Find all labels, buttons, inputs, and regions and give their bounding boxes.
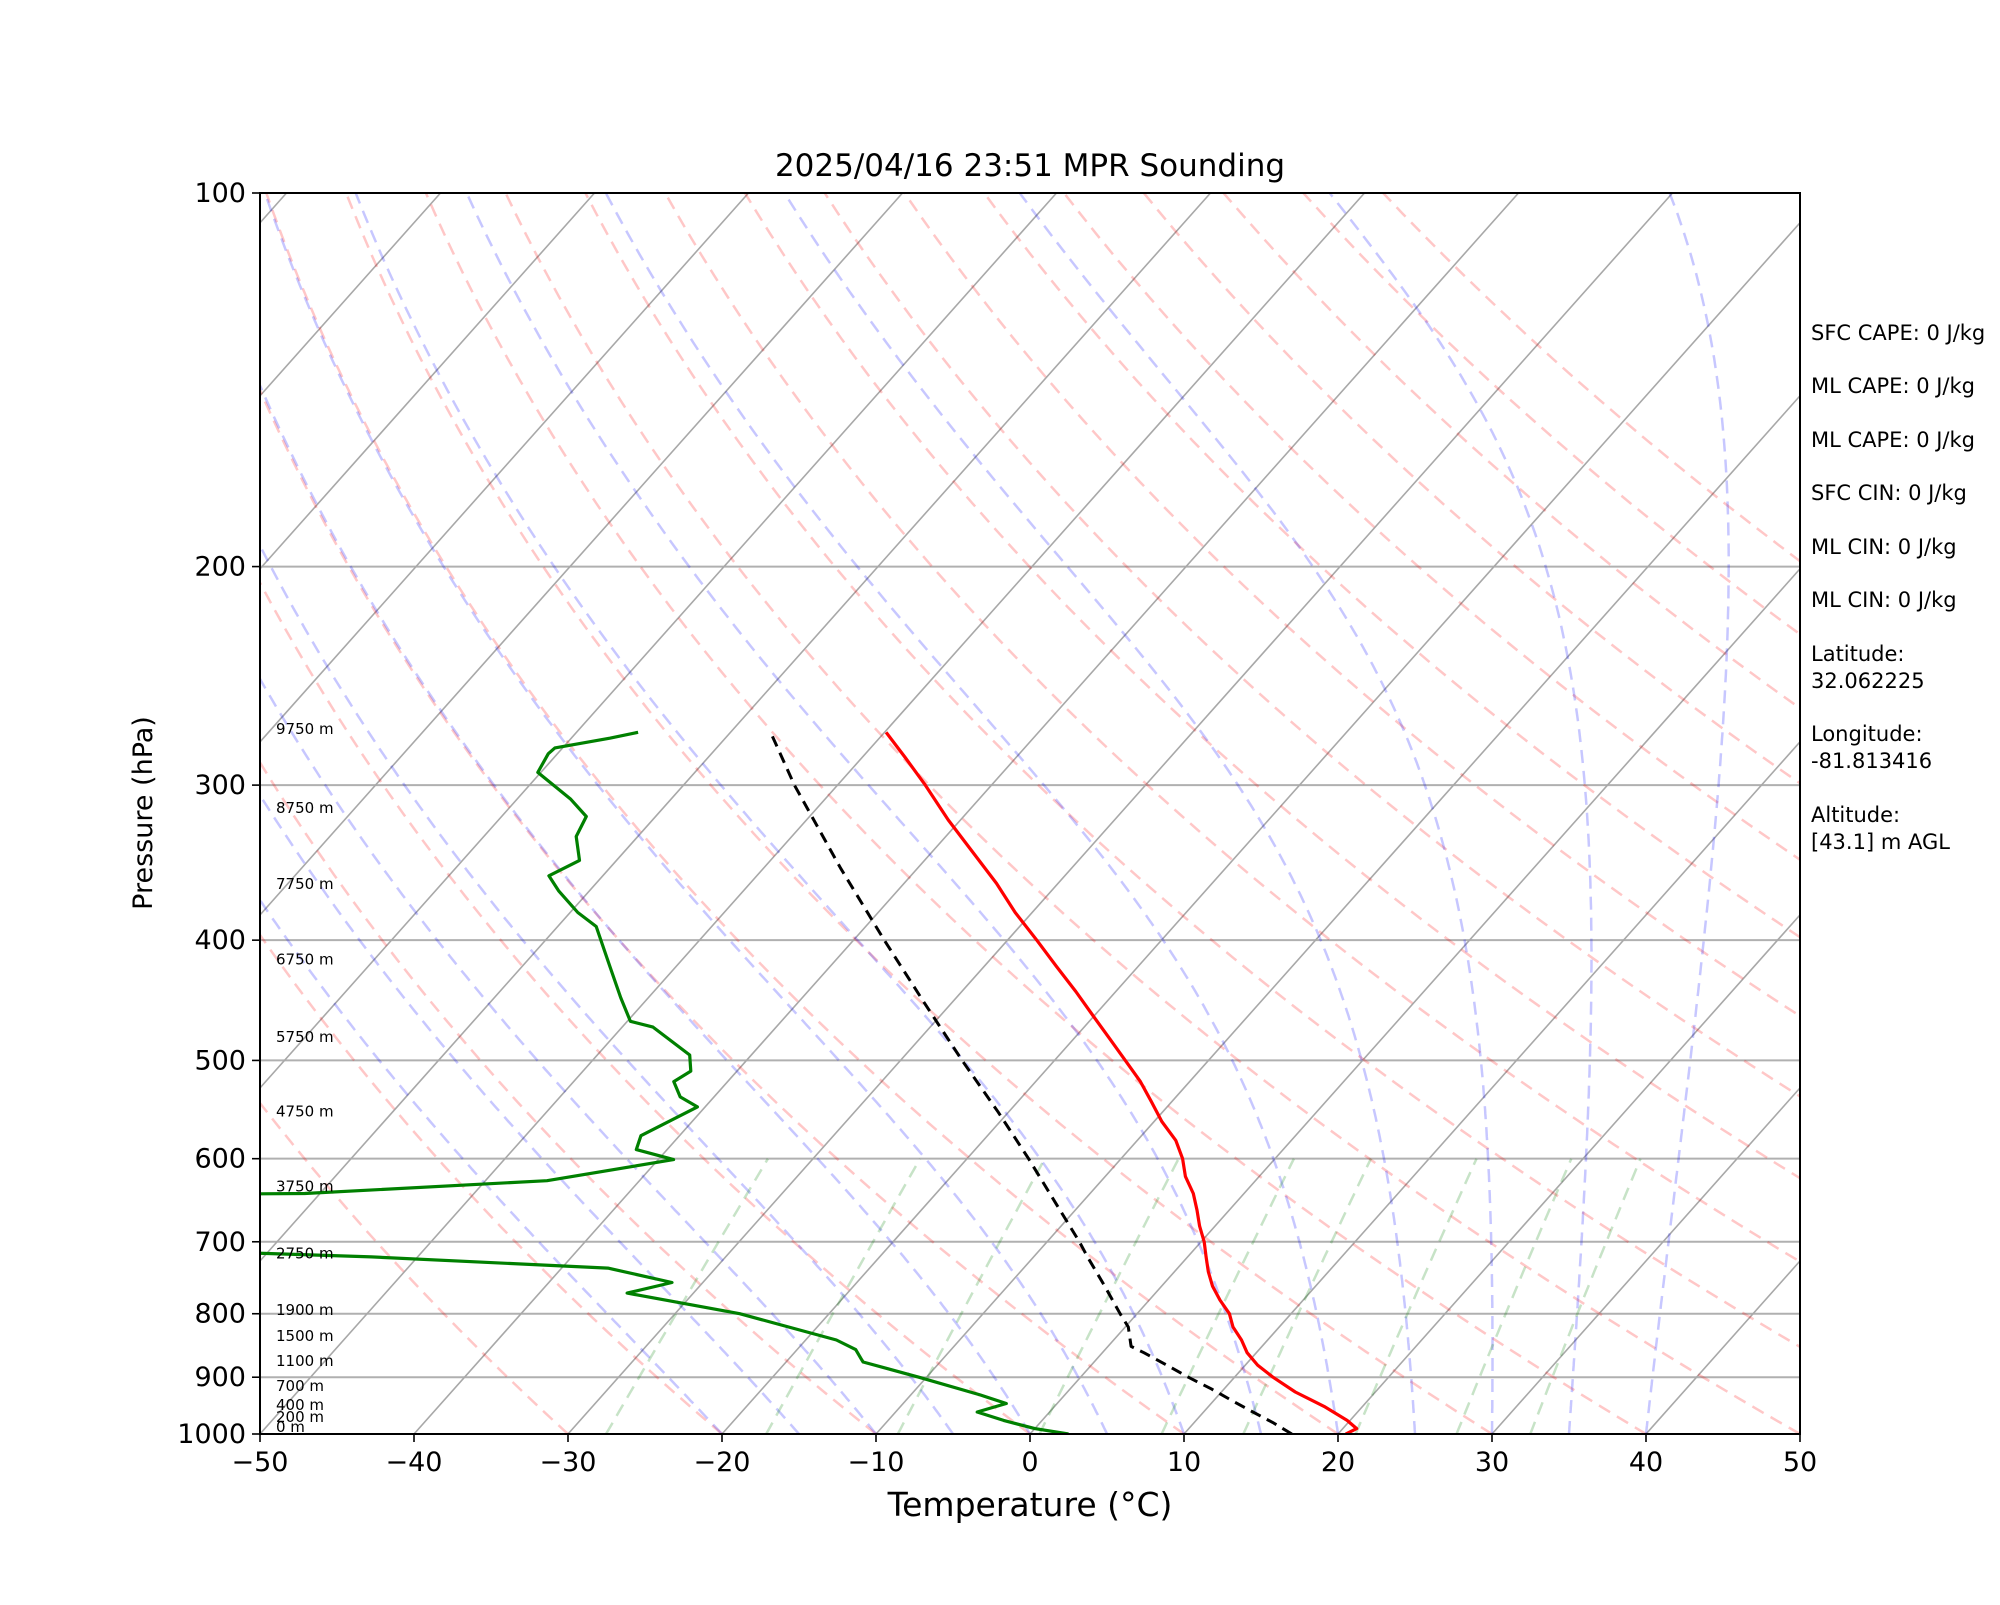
y-tick-label: 900 — [194, 1362, 246, 1393]
x-tick-label: 20 — [1321, 1447, 1355, 1478]
height-label: 1500 m — [276, 1327, 334, 1345]
x-tick-label: 10 — [1167, 1447, 1201, 1478]
height-label: 7750 m — [276, 875, 334, 893]
ml-cin-text: ML CIN: 0 J/kg — [1811, 535, 1957, 559]
ml-cape-text: ML CAPE: 0 J/kg — [1811, 374, 1975, 398]
altitude-label: Altitude: — [1811, 803, 1900, 827]
y-tick-label: 300 — [194, 770, 246, 801]
latitude-label: Latitude: — [1811, 642, 1905, 666]
y-tick-label: 700 — [194, 1227, 246, 1258]
sfc-cin-text: SFC CIN: 0 J/kg — [1811, 481, 1967, 505]
x-tick-label: 0 — [1021, 1447, 1038, 1478]
latitude-value: 32.062225 — [1811, 669, 1925, 693]
y-axis-title: Pressure (hPa) — [128, 716, 159, 910]
longitude-value: -81.813416 — [1811, 749, 1932, 773]
x-tick-label: 30 — [1475, 1447, 1509, 1478]
y-tick-label: 800 — [194, 1299, 246, 1330]
x-tick-label: 50 — [1783, 1447, 1817, 1478]
height-label: 8750 m — [276, 799, 334, 817]
x-tick-label: −50 — [232, 1447, 289, 1478]
height-label: 2750 m — [276, 1245, 334, 1263]
y-tick-label: 400 — [194, 925, 246, 956]
y-tick-label: 1000 — [177, 1419, 246, 1450]
x-tick-label: −20 — [694, 1447, 751, 1478]
y-tick-label: 200 — [194, 552, 246, 583]
height-label: 6750 m — [276, 950, 334, 968]
height-label: 3750 m — [276, 1177, 334, 1195]
ml-cape-text-2: ML CAPE: 0 J/kg — [1811, 428, 1975, 452]
y-tick-label: 100 — [194, 178, 246, 209]
ml-cin-text-2: ML CIN: 0 J/kg — [1811, 588, 1957, 612]
y-tick-label: 600 — [194, 1144, 246, 1175]
height-label: 5750 m — [276, 1028, 334, 1046]
height-label: 9750 m — [276, 720, 334, 738]
y-tick-label: 500 — [194, 1045, 246, 1076]
x-tick-label: 40 — [1629, 1447, 1663, 1478]
height-label: 1100 m — [276, 1352, 334, 1370]
height-label: 400 m — [276, 1396, 324, 1414]
altitude-value: [43.1] m AGL — [1811, 830, 1950, 854]
chart-title: 2025/04/16 23:51 MPR Sounding — [775, 148, 1285, 184]
x-tick-label: −30 — [540, 1447, 597, 1478]
longitude-label: Longitude: — [1811, 722, 1923, 746]
x-tick-label: −10 — [848, 1447, 905, 1478]
x-tick-label: −40 — [386, 1447, 443, 1478]
height-label: 700 m — [276, 1377, 324, 1395]
sfc-cape-text: SFC CAPE: 0 J/kg — [1811, 321, 1985, 345]
height-label: 4750 m — [276, 1103, 334, 1121]
height-label: 1900 m — [276, 1301, 334, 1319]
x-axis-title: Temperature (°C) — [887, 1485, 1173, 1524]
